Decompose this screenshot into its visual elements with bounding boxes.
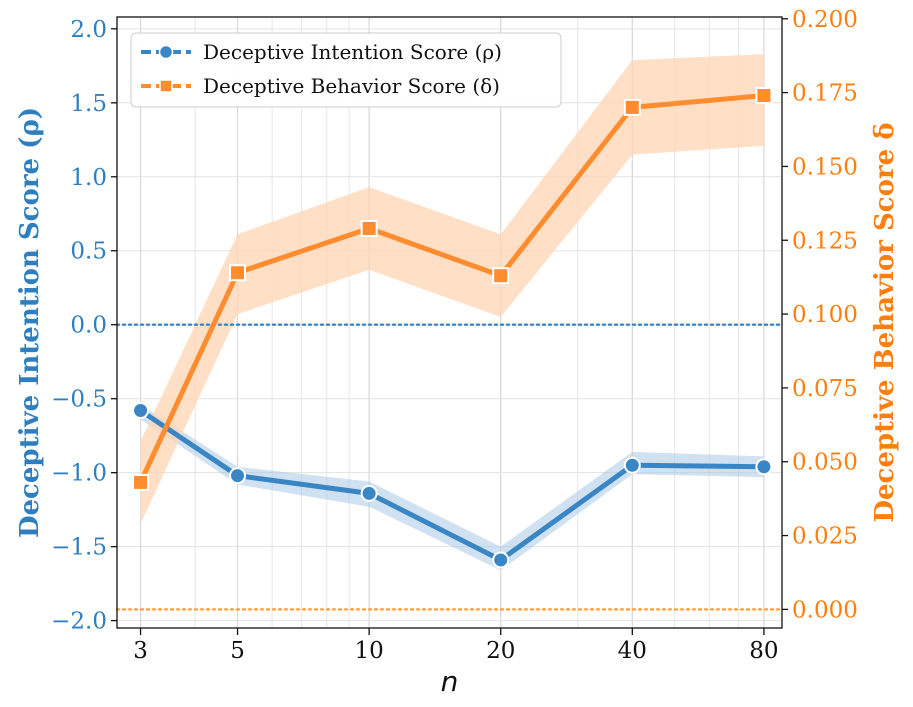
intention-point-2 [360, 484, 378, 502]
left-axis: −2.0 −1.5 −1.0 −0.5 0.0 0.5 1.0 1.5 2.0 [51, 17, 117, 635]
series-markers [132, 87, 773, 569]
x-tick-3: 20 [486, 638, 515, 664]
y-right-tick-2: 0.050 [792, 450, 858, 476]
x-tick-2: 10 [354, 638, 383, 664]
y-left-tick-5: 0.5 [70, 239, 107, 265]
y-left-tick-1: −1.5 [51, 535, 107, 561]
behavior-point-0 [132, 473, 150, 491]
intention-point-1 [229, 467, 247, 485]
y-axis-right-label: Deceptive Behavior Score δ [870, 122, 900, 522]
intention-line [138, 408, 767, 563]
y-left-tick-8: 2.0 [70, 17, 107, 43]
y-left-tick-0: −2.0 [51, 609, 107, 635]
behavior-point-1 [229, 264, 247, 282]
legend-item-intention: Deceptive Intention Score (ρ) [141, 40, 502, 64]
x-tick-5: 80 [749, 638, 778, 664]
behavior-point-2 [360, 219, 378, 237]
legend-label-intention: Deceptive Intention Score (ρ) [203, 40, 502, 64]
behavior-point-4 [623, 98, 641, 116]
y-right-tick-1: 0.025 [792, 524, 858, 550]
x-axis-label: n [441, 665, 459, 698]
y-left-tick-2: −1.0 [51, 461, 107, 487]
y-left-tick-6: 1.0 [70, 165, 107, 191]
y-left-tick-3: −0.5 [51, 387, 107, 413]
x-tick-0: 3 [133, 638, 148, 664]
y-right-tick-3: 0.075 [792, 376, 858, 402]
y-right-tick-4: 0.100 [792, 302, 858, 328]
reference-lines [115, 323, 784, 611]
x-tick-4: 40 [618, 638, 647, 664]
behavior-line [138, 93, 767, 485]
intention-point-4 [623, 456, 641, 474]
y-right-tick-5: 0.125 [792, 228, 858, 254]
y-right-tick-8: 0.200 [792, 7, 858, 33]
behavior-band [140, 54, 764, 524]
right-axis: 0.000 0.025 0.050 0.075 0.100 0.125 0.150 0.175… [782, 7, 858, 623]
y-axis-left-label: Deceptive Intention Score (ρ) [15, 107, 45, 538]
legend-marker-behavior [159, 79, 173, 93]
y-left-tick-7: 1.5 [70, 91, 107, 117]
legend-label-behavior: Deceptive Behavior Score (δ) [203, 74, 500, 98]
intention-point-5 [755, 458, 773, 476]
x-axis: 3 5 10 20 40 80 [133, 628, 779, 664]
intention-band [140, 404, 764, 571]
behavior-point-3 [492, 267, 510, 285]
behavior-point-5 [755, 87, 773, 105]
confidence-bands [140, 54, 764, 571]
intention-point-3 [492, 551, 510, 569]
legend-box [130, 32, 562, 108]
y-right-tick-7: 0.175 [792, 81, 858, 107]
series-lines [138, 93, 767, 563]
y-right-tick-0: 0.000 [792, 597, 858, 623]
plot-frame [116, 16, 783, 629]
y-left-tick-4: 0.0 [70, 313, 107, 339]
legend-marker-intention [158, 44, 174, 60]
y-right-tick-6: 0.150 [792, 154, 858, 180]
intention-point-0 [132, 402, 150, 420]
legend: Deceptive Intention Score (ρ) Deceptive … [130, 32, 562, 108]
x-tick-1: 5 [230, 638, 245, 664]
legend-item-behavior: Deceptive Behavior Score (δ) [141, 74, 500, 98]
